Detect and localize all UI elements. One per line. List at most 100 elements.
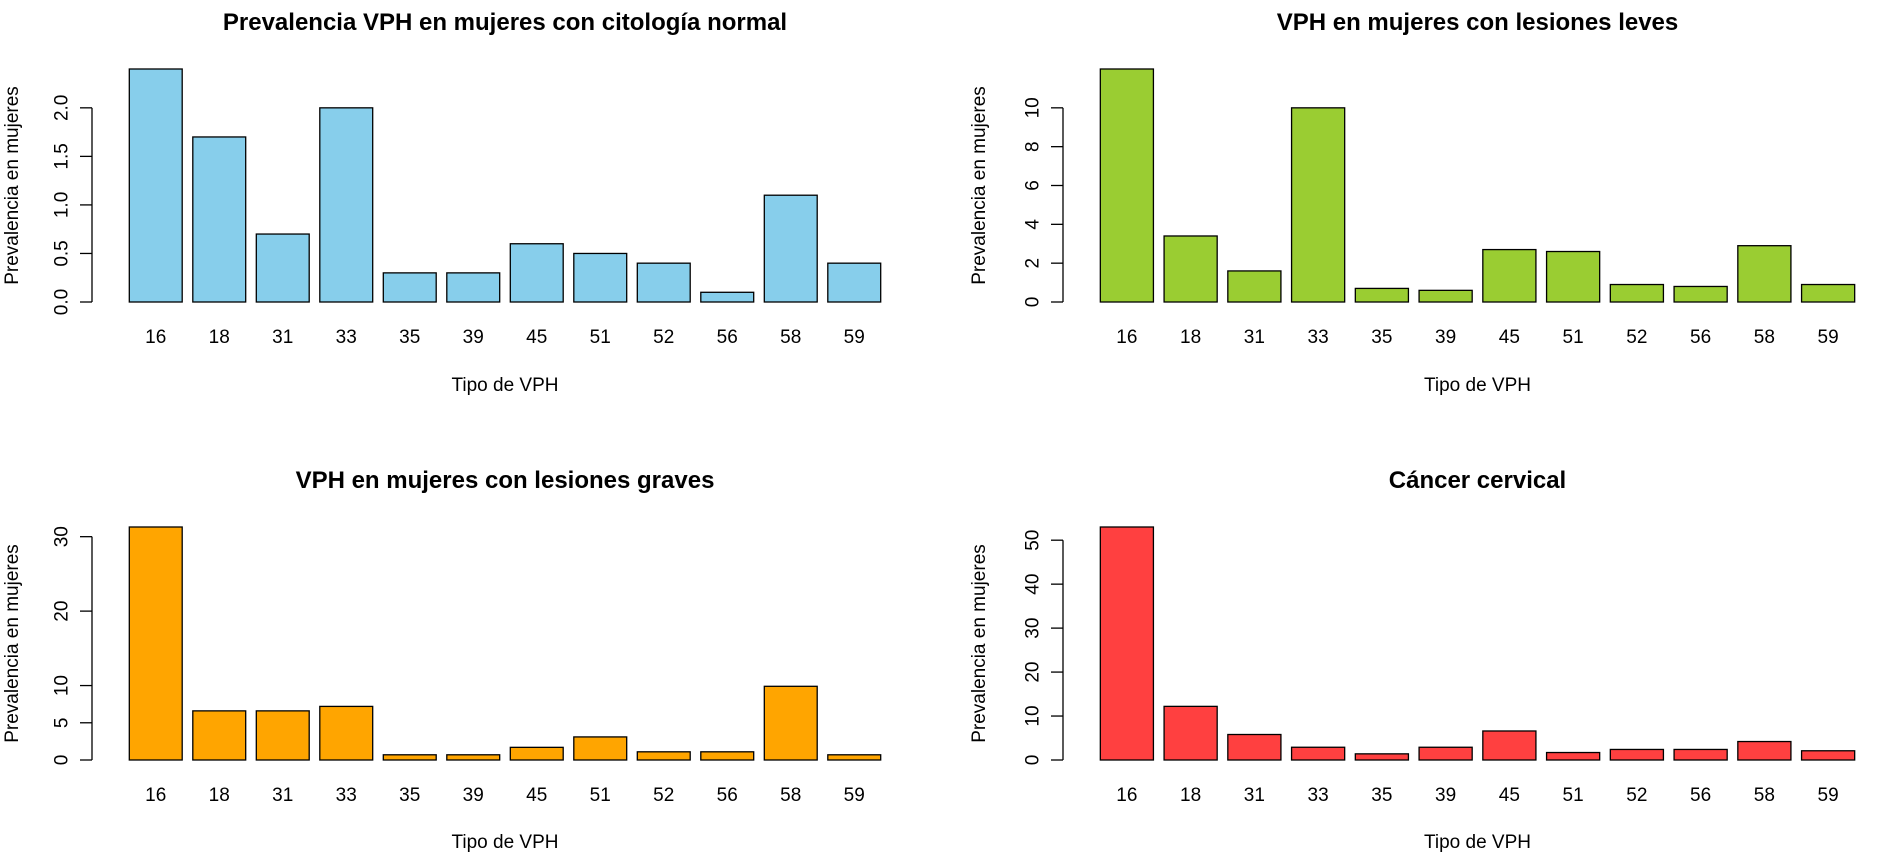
- y-axis-label: Prevalencia en mujeres: [969, 86, 990, 285]
- y-tick-label: 1.0: [52, 192, 73, 218]
- x-tick-label: 45: [526, 327, 547, 348]
- y-tick-label: 20: [52, 601, 73, 622]
- x-tick-label: 58: [780, 785, 801, 806]
- bar-33: [1290, 107, 1346, 303]
- bar-16: [128, 526, 183, 761]
- x-tick-label: 33: [336, 785, 357, 806]
- x-axis-label: Tipo de VPH: [451, 375, 558, 396]
- x-tick-label: 56: [1690, 327, 1711, 348]
- x-tick-label: 52: [653, 327, 674, 348]
- bar-52: [636, 751, 691, 761]
- bar-52: [1609, 748, 1665, 761]
- chart-title: VPH en mujeres con lesiones leves: [1277, 9, 1679, 36]
- x-tick-label: 56: [717, 785, 738, 806]
- bar-31: [1227, 270, 1282, 303]
- bar-35: [382, 754, 437, 761]
- bar-31: [255, 710, 310, 761]
- x-tick-label: 45: [1499, 327, 1520, 348]
- chart-title: VPH en mujeres con lesiones graves: [296, 467, 715, 494]
- x-tick-label: 31: [1244, 327, 1265, 348]
- y-axis-label: Prevalencia en mujeres: [2, 544, 23, 743]
- bar-45: [1482, 730, 1537, 761]
- x-tick-label: 35: [1371, 327, 1392, 348]
- x-tick-label: 35: [1371, 785, 1392, 806]
- x-tick-label: 58: [1754, 327, 1775, 348]
- x-tick-label: 18: [209, 327, 230, 348]
- bar-52: [1609, 283, 1665, 303]
- y-tick-label: 40: [1023, 574, 1044, 595]
- y-axis-label: Prevalencia en mujeres: [969, 544, 990, 743]
- bar-39: [1418, 289, 1473, 303]
- x-tick-label: 35: [399, 327, 420, 348]
- bar-39: [446, 272, 501, 303]
- y-tick-label: 10: [1023, 705, 1044, 726]
- x-tick-label: 59: [1818, 327, 1839, 348]
- x-tick-label: 16: [145, 785, 166, 806]
- bar-18: [192, 136, 247, 303]
- y-tick-label: 30: [1023, 618, 1044, 639]
- x-tick-label: 51: [590, 785, 611, 806]
- x-tick-label: 52: [1626, 785, 1647, 806]
- chart-panel-1: Prevalencia VPH en mujeres con citología…: [2, 9, 882, 396]
- x-tick-label: 51: [590, 327, 611, 348]
- bar-51: [1545, 751, 1601, 761]
- bar-18: [1163, 705, 1218, 761]
- x-tick-label: 51: [1563, 785, 1584, 806]
- bar-45: [509, 746, 564, 761]
- y-tick-label: 30: [52, 526, 73, 547]
- bar-31: [1227, 733, 1282, 761]
- bar-45: [509, 243, 564, 303]
- x-tick-label: 39: [1435, 785, 1456, 806]
- x-tick-label: 18: [1180, 327, 1201, 348]
- bar-58: [763, 685, 818, 761]
- bar-56: [700, 751, 755, 761]
- bar-51: [573, 252, 628, 303]
- bar-18: [1163, 235, 1218, 303]
- bar-31: [255, 233, 310, 303]
- y-tick-label: 0.5: [52, 240, 73, 266]
- y-tick-label: 0: [1023, 297, 1044, 308]
- bar-35: [1354, 287, 1410, 303]
- bar-56: [1673, 285, 1728, 303]
- x-tick-label: 59: [844, 785, 865, 806]
- x-tick-label: 59: [844, 327, 865, 348]
- y-tick-label: 10: [52, 675, 73, 696]
- bar-58: [1737, 245, 1792, 303]
- bar-51: [573, 736, 628, 761]
- x-tick-label: 31: [1244, 785, 1265, 806]
- x-tick-label: 56: [717, 327, 738, 348]
- x-tick-label: 16: [145, 327, 166, 348]
- bar-33: [319, 705, 374, 761]
- x-tick-label: 58: [780, 327, 801, 348]
- x-tick-label: 59: [1818, 785, 1839, 806]
- x-tick-label: 39: [463, 327, 484, 348]
- bar-35: [1354, 753, 1410, 761]
- bar-18: [192, 710, 247, 761]
- y-tick-label: 0: [1023, 755, 1044, 766]
- y-tick-label: 20: [1023, 662, 1044, 683]
- x-tick-label: 16: [1116, 327, 1137, 348]
- y-tick-label: 0: [52, 755, 73, 766]
- y-tick-label: 2: [1023, 258, 1044, 269]
- x-tick-label: 31: [272, 785, 293, 806]
- y-tick-label: 4: [1023, 219, 1044, 230]
- y-tick-label: 5: [52, 717, 73, 728]
- bar-39: [1418, 746, 1473, 761]
- bar-59: [1800, 750, 1856, 761]
- y-tick-label: 50: [1023, 530, 1044, 551]
- bar-16: [128, 68, 183, 303]
- x-tick-label: 51: [1563, 327, 1584, 348]
- bar-58: [763, 194, 818, 303]
- bar-33: [319, 107, 374, 303]
- x-tick-label: 39: [463, 785, 484, 806]
- chart-panel-2: VPH en mujeres con lesiones leves Prevale…: [969, 9, 1856, 396]
- chart-panel-3: VPH en mujeres con lesiones graves Preval…: [2, 467, 882, 853]
- y-axis-label: Prevalencia en mujeres: [2, 86, 23, 285]
- bar-16: [1099, 68, 1155, 303]
- bar-16: [1099, 526, 1155, 761]
- y-tick-label: 8: [1023, 141, 1044, 152]
- bar-59: [827, 754, 882, 761]
- x-tick-label: 56: [1690, 785, 1711, 806]
- bar-56: [700, 291, 755, 303]
